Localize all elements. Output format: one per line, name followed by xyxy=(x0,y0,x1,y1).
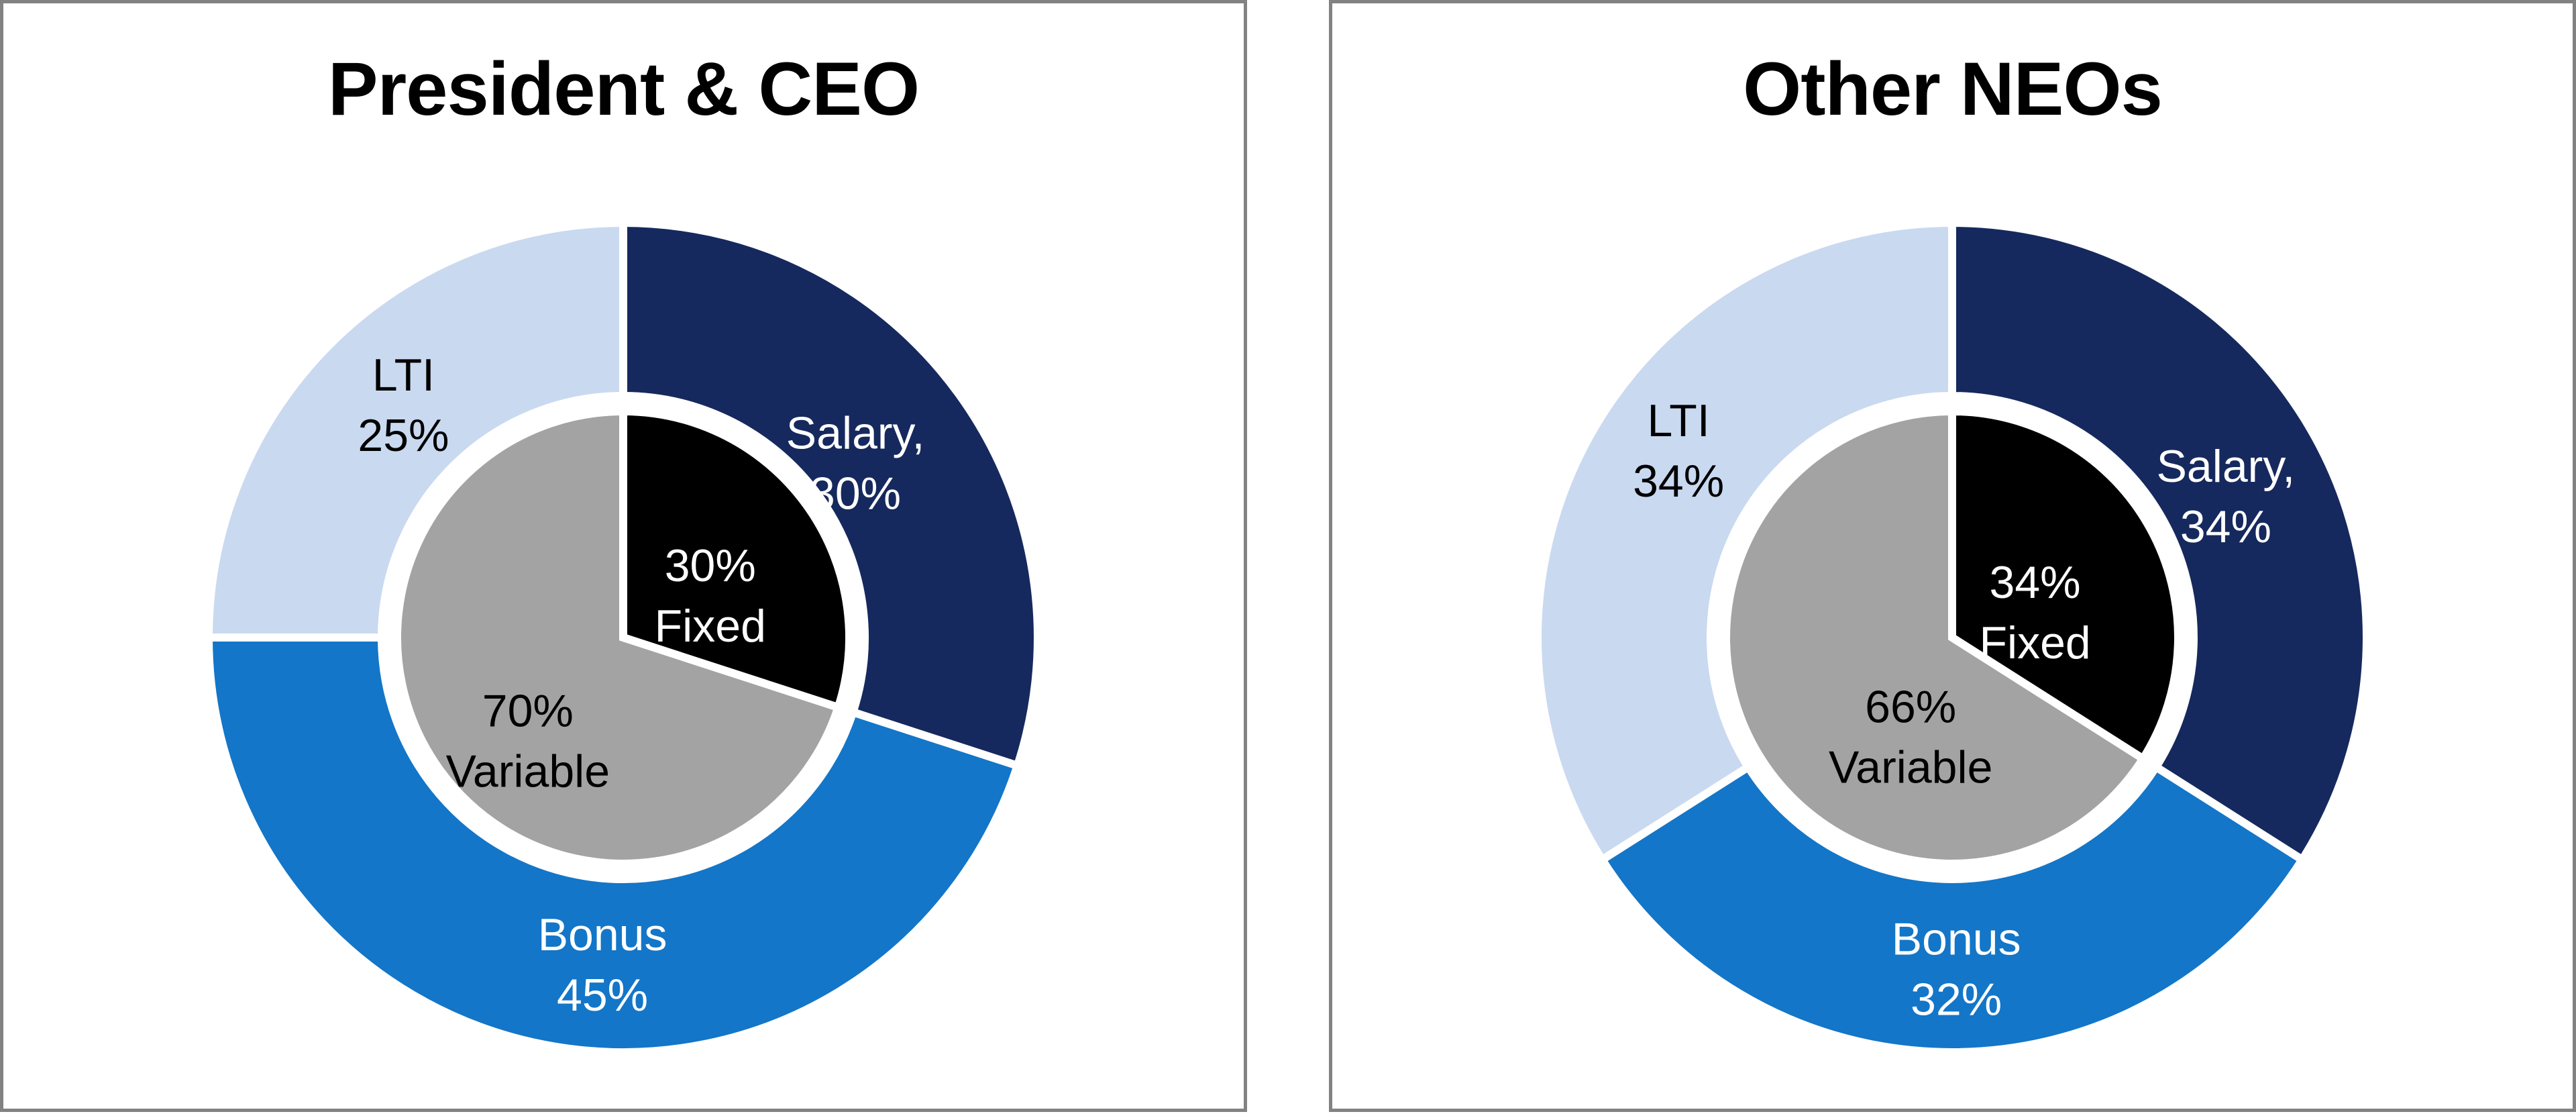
ring-segment-bonus xyxy=(1596,761,2308,1056)
ring-label-bonus: 45% xyxy=(557,970,648,1021)
chart-title: Other NEOs xyxy=(1743,47,2163,131)
chart-panel-other-neos: Salary, 34% Bonus 32% LTI 34% 34% Fixed 66% Varia… xyxy=(1329,0,2576,1112)
ring-segment-salary xyxy=(1948,218,2371,866)
pie-label-fixed: 30% xyxy=(665,540,756,591)
pie-wedge-variable xyxy=(393,407,844,868)
pie-wedge-variable xyxy=(1722,407,2149,868)
donut-chart-president-ceo: Salary, 30% Bonus 45% LTI 25% 30% Fixed 70% Varia… xyxy=(204,218,1042,1056)
ring-segment-bonus xyxy=(204,633,1023,1056)
ring-label-salary: 34% xyxy=(2180,501,2271,552)
pie-label-variable: 70% xyxy=(482,686,574,737)
chart-panel-president-ceo: Salary, 30% Bonus 45% LTI 25% 30% Fixed 70% Varia… xyxy=(0,0,1247,1112)
chart-title: President & CEO xyxy=(327,47,920,131)
pie-label-variable: Variable xyxy=(1829,742,1992,793)
pie-label-fixed: Fixed xyxy=(655,601,766,652)
ring-label-lti: 25% xyxy=(358,410,449,461)
donut-chart-other-neos: Salary, 34% Bonus 32% LTI 34% 34% Fixed 66% Varia… xyxy=(1534,218,2371,1056)
pie-label-fixed: Fixed xyxy=(1979,617,2090,668)
pie-label-fixed: 34% xyxy=(1990,557,2081,608)
ring-label-lti: 34% xyxy=(1633,456,1724,507)
ring-label-salary: Salary, xyxy=(2157,441,2296,492)
ring-label-bonus: Bonus xyxy=(1892,913,2021,964)
ring-label-salary: Salary, xyxy=(786,407,925,458)
ring-label-bonus: 32% xyxy=(1911,974,2002,1025)
ring-label-salary: 30% xyxy=(810,468,901,519)
ring-segment-lti xyxy=(1534,218,1956,866)
ring-segment-salary xyxy=(619,218,1042,771)
ring-label-bonus: Bonus xyxy=(538,909,667,960)
ring-label-lti: LTI xyxy=(372,350,435,401)
pie-wedge-fixed xyxy=(619,407,854,713)
ring-label-lti: LTI xyxy=(1648,395,1710,446)
pie-label-variable: 66% xyxy=(1865,681,1956,732)
ring-segment-lti xyxy=(204,218,627,642)
pie-label-variable: Variable xyxy=(446,746,610,797)
